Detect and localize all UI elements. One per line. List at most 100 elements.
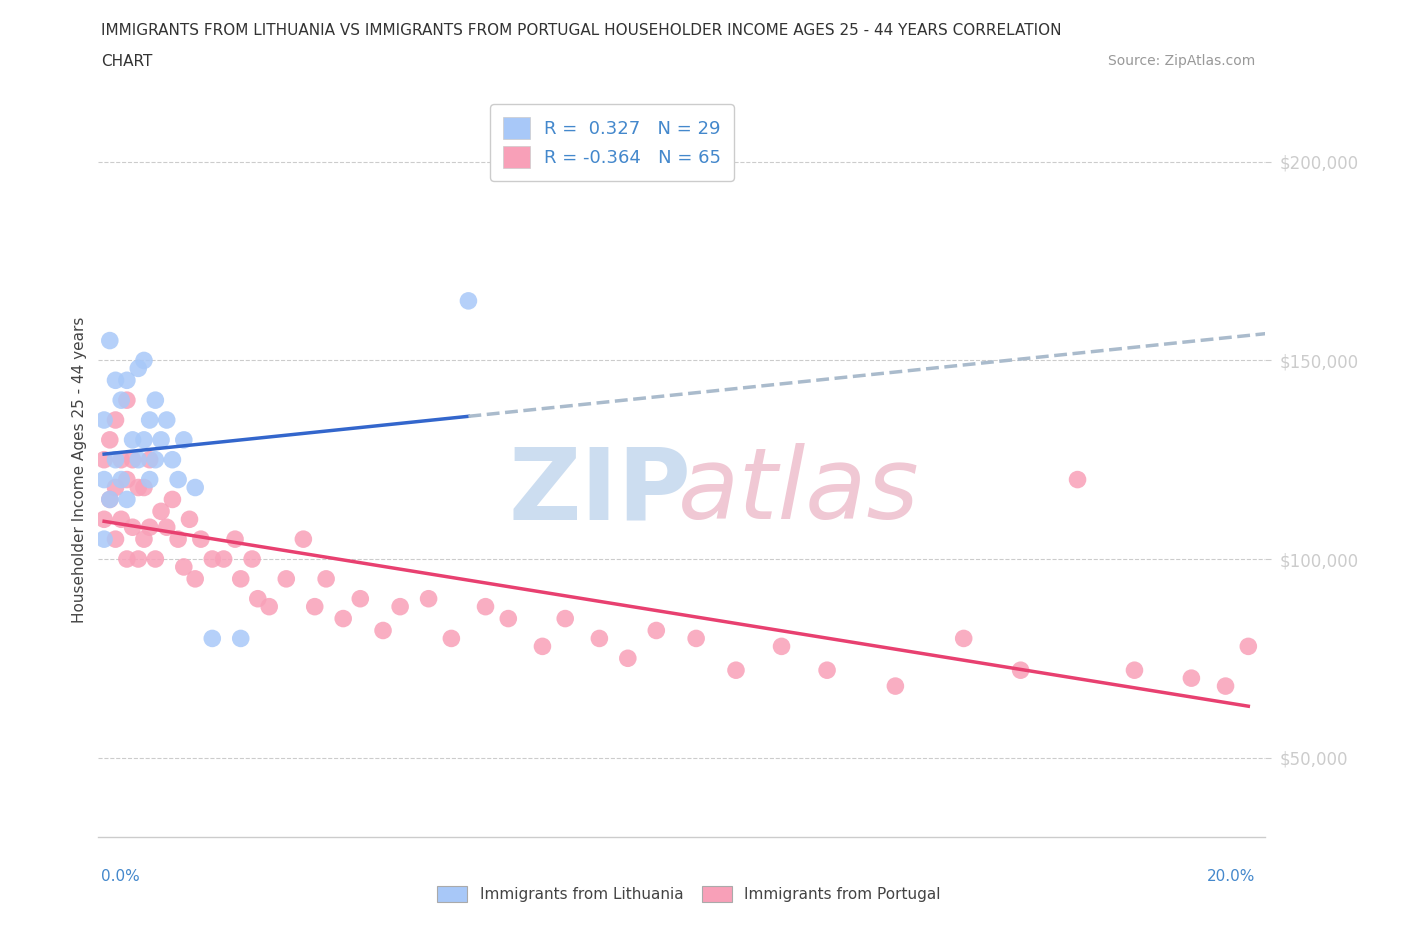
Point xyxy=(224,532,246,547)
Point xyxy=(98,492,121,507)
Point xyxy=(617,651,640,666)
Point xyxy=(115,492,138,507)
Point xyxy=(685,631,707,645)
Point xyxy=(418,591,440,606)
Point xyxy=(110,452,132,467)
Point xyxy=(440,631,463,645)
Point xyxy=(292,532,315,547)
Point xyxy=(93,413,115,428)
Point xyxy=(104,413,127,428)
Point xyxy=(104,452,127,467)
Point xyxy=(554,611,576,626)
Point xyxy=(457,294,479,309)
Point xyxy=(257,599,280,614)
Point xyxy=(315,571,337,586)
Point xyxy=(115,472,138,487)
Point xyxy=(138,472,160,487)
Point xyxy=(229,571,252,586)
Point xyxy=(143,452,166,467)
Point xyxy=(104,480,127,495)
Point xyxy=(115,392,138,407)
Point xyxy=(229,631,252,645)
Point xyxy=(143,551,166,566)
Point xyxy=(770,639,793,654)
Point xyxy=(121,432,143,447)
Point xyxy=(138,520,160,535)
Point xyxy=(184,480,207,495)
Point xyxy=(98,492,121,507)
Point xyxy=(1066,472,1088,487)
Point xyxy=(179,512,201,526)
Point xyxy=(127,551,149,566)
Point xyxy=(162,492,184,507)
Text: 0.0%: 0.0% xyxy=(101,870,141,884)
Point xyxy=(389,599,412,614)
Point xyxy=(110,472,132,487)
Point xyxy=(132,480,155,495)
Text: CHART: CHART xyxy=(101,54,153,69)
Point xyxy=(349,591,371,606)
Point xyxy=(98,333,121,348)
Text: atlas: atlas xyxy=(678,444,920,540)
Point xyxy=(498,611,520,626)
Text: IMMIGRANTS FROM LITHUANIA VS IMMIGRANTS FROM PORTUGAL HOUSEHOLDER INCOME AGES 25: IMMIGRANTS FROM LITHUANIA VS IMMIGRANTS … xyxy=(101,23,1062,38)
Point xyxy=(1123,663,1146,678)
Point xyxy=(115,551,138,566)
Point xyxy=(162,452,184,467)
Point xyxy=(588,631,610,645)
Point xyxy=(212,551,235,566)
Point xyxy=(304,599,326,614)
Point xyxy=(190,532,212,547)
Point xyxy=(93,532,115,547)
Point xyxy=(121,452,143,467)
Point xyxy=(1215,679,1237,694)
Point xyxy=(115,373,138,388)
Point xyxy=(138,452,160,467)
Point xyxy=(104,532,127,547)
Point xyxy=(156,413,179,428)
Point xyxy=(138,413,160,428)
Point xyxy=(156,520,179,535)
Point xyxy=(132,532,155,547)
Point xyxy=(132,353,155,368)
Point xyxy=(110,512,132,526)
Point xyxy=(132,432,155,447)
Point xyxy=(121,520,143,535)
Point xyxy=(127,480,149,495)
Point xyxy=(332,611,354,626)
Point xyxy=(1010,663,1032,678)
Point xyxy=(167,472,190,487)
Point xyxy=(173,560,195,575)
Point xyxy=(815,663,838,678)
Text: ZIP: ZIP xyxy=(509,444,692,540)
Point xyxy=(474,599,496,614)
Point xyxy=(645,623,668,638)
Point xyxy=(98,432,121,447)
Point xyxy=(127,452,149,467)
Point xyxy=(93,472,115,487)
Point xyxy=(1180,671,1202,685)
Point xyxy=(93,452,115,467)
Legend: R =  0.327   N = 29, R = -0.364   N = 65: R = 0.327 N = 29, R = -0.364 N = 65 xyxy=(489,104,734,180)
Point xyxy=(201,551,224,566)
Point xyxy=(143,392,166,407)
Point xyxy=(531,639,554,654)
Y-axis label: Householder Income Ages 25 - 44 years: Householder Income Ages 25 - 44 years xyxy=(72,316,87,623)
Point xyxy=(150,504,173,519)
Point xyxy=(724,663,747,678)
Point xyxy=(952,631,974,645)
Point xyxy=(276,571,298,586)
Point xyxy=(167,532,190,547)
Point xyxy=(246,591,269,606)
Point xyxy=(110,392,132,407)
Point xyxy=(104,373,127,388)
Point xyxy=(371,623,394,638)
Point xyxy=(150,432,173,447)
Point xyxy=(884,679,907,694)
Point xyxy=(127,361,149,376)
Point xyxy=(173,432,195,447)
Point xyxy=(184,571,207,586)
Point xyxy=(201,631,224,645)
Point xyxy=(1237,639,1260,654)
Legend: Immigrants from Lithuania, Immigrants from Portugal: Immigrants from Lithuania, Immigrants fr… xyxy=(430,880,948,909)
